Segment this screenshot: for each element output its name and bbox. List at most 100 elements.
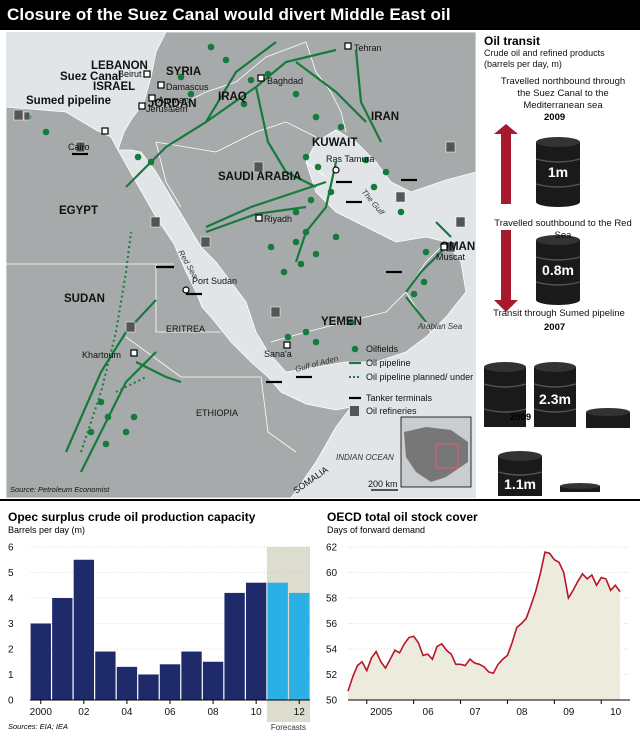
bar-chart-ylabel: Barrels per day (m) bbox=[8, 525, 86, 535]
x-tick-label: 2005 bbox=[370, 707, 393, 718]
bar-2007 bbox=[181, 651, 202, 700]
label-port-sudan: Port Sudan bbox=[192, 276, 237, 286]
y-tick-label: 4 bbox=[8, 594, 14, 605]
south-caption: Travelled southbound to the Red Sea bbox=[494, 218, 632, 241]
stock-cover-line bbox=[347, 551, 621, 692]
north-arrow bbox=[494, 124, 518, 204]
label-baghdad: Baghdad bbox=[267, 76, 303, 86]
stock-cover-area bbox=[348, 552, 620, 700]
bar-2011 bbox=[267, 582, 288, 700]
label-oman: OMAN bbox=[440, 241, 475, 253]
svg-text:Oil pipeline: Oil pipeline bbox=[366, 358, 411, 368]
barrel-north: 1m bbox=[535, 137, 581, 207]
label-arabian-sea: Arabian Sea bbox=[417, 322, 463, 331]
x-tick-label: 2000 bbox=[30, 707, 53, 718]
map-source: Source: Petroleum Economist bbox=[10, 485, 110, 494]
y-tick-label: 58 bbox=[326, 594, 338, 605]
label-lebanon: LEBANON bbox=[91, 60, 148, 72]
label-iran: IRAN bbox=[371, 111, 399, 123]
bar-2003 bbox=[95, 651, 116, 700]
bar-2006 bbox=[159, 664, 181, 700]
bar-2002 bbox=[73, 559, 95, 700]
section-divider bbox=[0, 499, 640, 501]
y-tick-label: 6 bbox=[8, 543, 14, 554]
y-tick-label: 50 bbox=[326, 696, 338, 707]
barrel-sumed-2009: 1.1m bbox=[497, 451, 600, 496]
x-tick-label: 12 bbox=[294, 707, 306, 718]
barrel-sumed-2007: 2.3m bbox=[483, 362, 630, 428]
y-tick-label: 56 bbox=[326, 619, 338, 630]
oilfields bbox=[24, 43, 430, 448]
label-syria: SYRIA bbox=[166, 66, 201, 78]
label-damascus: Damascus bbox=[166, 82, 209, 92]
oil-transit-panel: Oil transit Crude oil and refined produc… bbox=[480, 32, 638, 498]
y-tick-label: 3 bbox=[8, 619, 14, 630]
bar-chart-source: Sources: EIA; IEA bbox=[8, 722, 69, 731]
sumed-year-2007: 2007 bbox=[544, 322, 566, 333]
sumed-value-2007: 2.3m bbox=[539, 391, 571, 407]
label-jordan: JORDAN bbox=[148, 98, 197, 110]
refineries bbox=[13, 109, 466, 333]
north-value: 1m bbox=[548, 164, 568, 180]
label-saudi-arabia: SAUDI ARABIA bbox=[218, 171, 301, 183]
x-tick-label: 08 bbox=[516, 707, 528, 718]
label-ethiopia: ETHIOPIA bbox=[196, 408, 238, 418]
y-tick-label: 1 bbox=[8, 670, 14, 681]
label-jerusalem: Jerusalem bbox=[146, 104, 188, 114]
x-tick-label: 07 bbox=[469, 707, 481, 718]
x-tick-label: 04 bbox=[121, 707, 133, 718]
label-kuwait: KUWAIT bbox=[312, 137, 357, 149]
label-muscat: Muscat bbox=[436, 252, 466, 262]
y-tick-label: 60 bbox=[326, 568, 338, 579]
map-legend: Oilfields Oil pipeline Oil pipeline plan… bbox=[349, 344, 476, 416]
label-the-gulf: The Gulf bbox=[359, 188, 386, 218]
line-chart-title: OECD total oil stock cover bbox=[327, 510, 478, 524]
x-tick-label: 06 bbox=[164, 707, 176, 718]
label-khartoum: Khartoum bbox=[82, 350, 121, 360]
svg-text:Oil refineries: Oil refineries bbox=[366, 406, 417, 416]
svg-text:Tanker terminals: Tanker terminals bbox=[366, 393, 433, 403]
x-tick-label: 09 bbox=[563, 707, 575, 718]
x-tick-label: 10 bbox=[251, 707, 263, 718]
transit-title: Oil transit bbox=[484, 34, 541, 48]
north-year: 2009 bbox=[544, 112, 566, 123]
svg-text:Oilfields: Oilfields bbox=[366, 344, 399, 354]
x-tick-label: 08 bbox=[208, 707, 220, 718]
sumed-year-2009: 2009 bbox=[510, 412, 532, 423]
x-tick-label: 10 bbox=[610, 707, 622, 718]
scale-label: 200 km bbox=[368, 479, 398, 489]
bar-2010 bbox=[245, 582, 267, 700]
y-tick-label: 2 bbox=[8, 645, 14, 656]
y-tick-label: 5 bbox=[8, 568, 14, 579]
bar-2001 bbox=[52, 598, 73, 700]
label-egypt: EGYPT bbox=[59, 205, 98, 217]
pipelines bbox=[64, 41, 452, 473]
bar-chart-title: Opec surplus crude oil production capaci… bbox=[8, 510, 256, 524]
svg-text:Oil pipeline planned/ under co: Oil pipeline planned/ under construction bbox=[366, 372, 476, 382]
y-tick-label: 52 bbox=[326, 670, 338, 681]
label-suez-canal: Suez Canal bbox=[60, 71, 121, 83]
sumed-caption: Transit through Sumed pipeline bbox=[493, 308, 625, 319]
label-sanaa: Sana'a bbox=[264, 349, 292, 359]
line-chart-ylabel: Days of forward demand bbox=[327, 525, 426, 535]
sumed-value-2009: 1.1m bbox=[504, 476, 536, 492]
barrel-south: 0.8m bbox=[535, 235, 581, 305]
oil-map: LEBANON SYRIA IRAQ IRAN ISRAEL JORDAN KU… bbox=[6, 32, 476, 498]
label-indian-ocean: INDIAN OCEAN bbox=[336, 453, 394, 462]
label-israel: ISRAEL bbox=[93, 81, 135, 93]
tanker-terminals bbox=[72, 152, 417, 384]
inset-locator-map bbox=[400, 416, 472, 488]
label-cairo: Cairo bbox=[68, 142, 90, 152]
y-tick-label: 54 bbox=[326, 645, 338, 656]
label-sumed-pipeline: Sumed pipeline bbox=[26, 95, 111, 107]
land-masses bbox=[6, 32, 476, 498]
oecd-stock-chart: 50 52 54 56 58 60 62 2005 06 07 08 09 10 bbox=[326, 543, 630, 718]
bar-2000 bbox=[30, 623, 51, 700]
y-tick-label: 62 bbox=[326, 543, 338, 554]
bar-2012 bbox=[289, 592, 310, 700]
x-tick-label: 02 bbox=[78, 707, 90, 718]
bar-2005 bbox=[138, 674, 159, 700]
planned-pipeline bbox=[80, 231, 132, 453]
south-value: 0.8m bbox=[542, 262, 574, 278]
transit-graphics: 1m 0.8m 2.3m 1.1m bbox=[483, 124, 630, 496]
